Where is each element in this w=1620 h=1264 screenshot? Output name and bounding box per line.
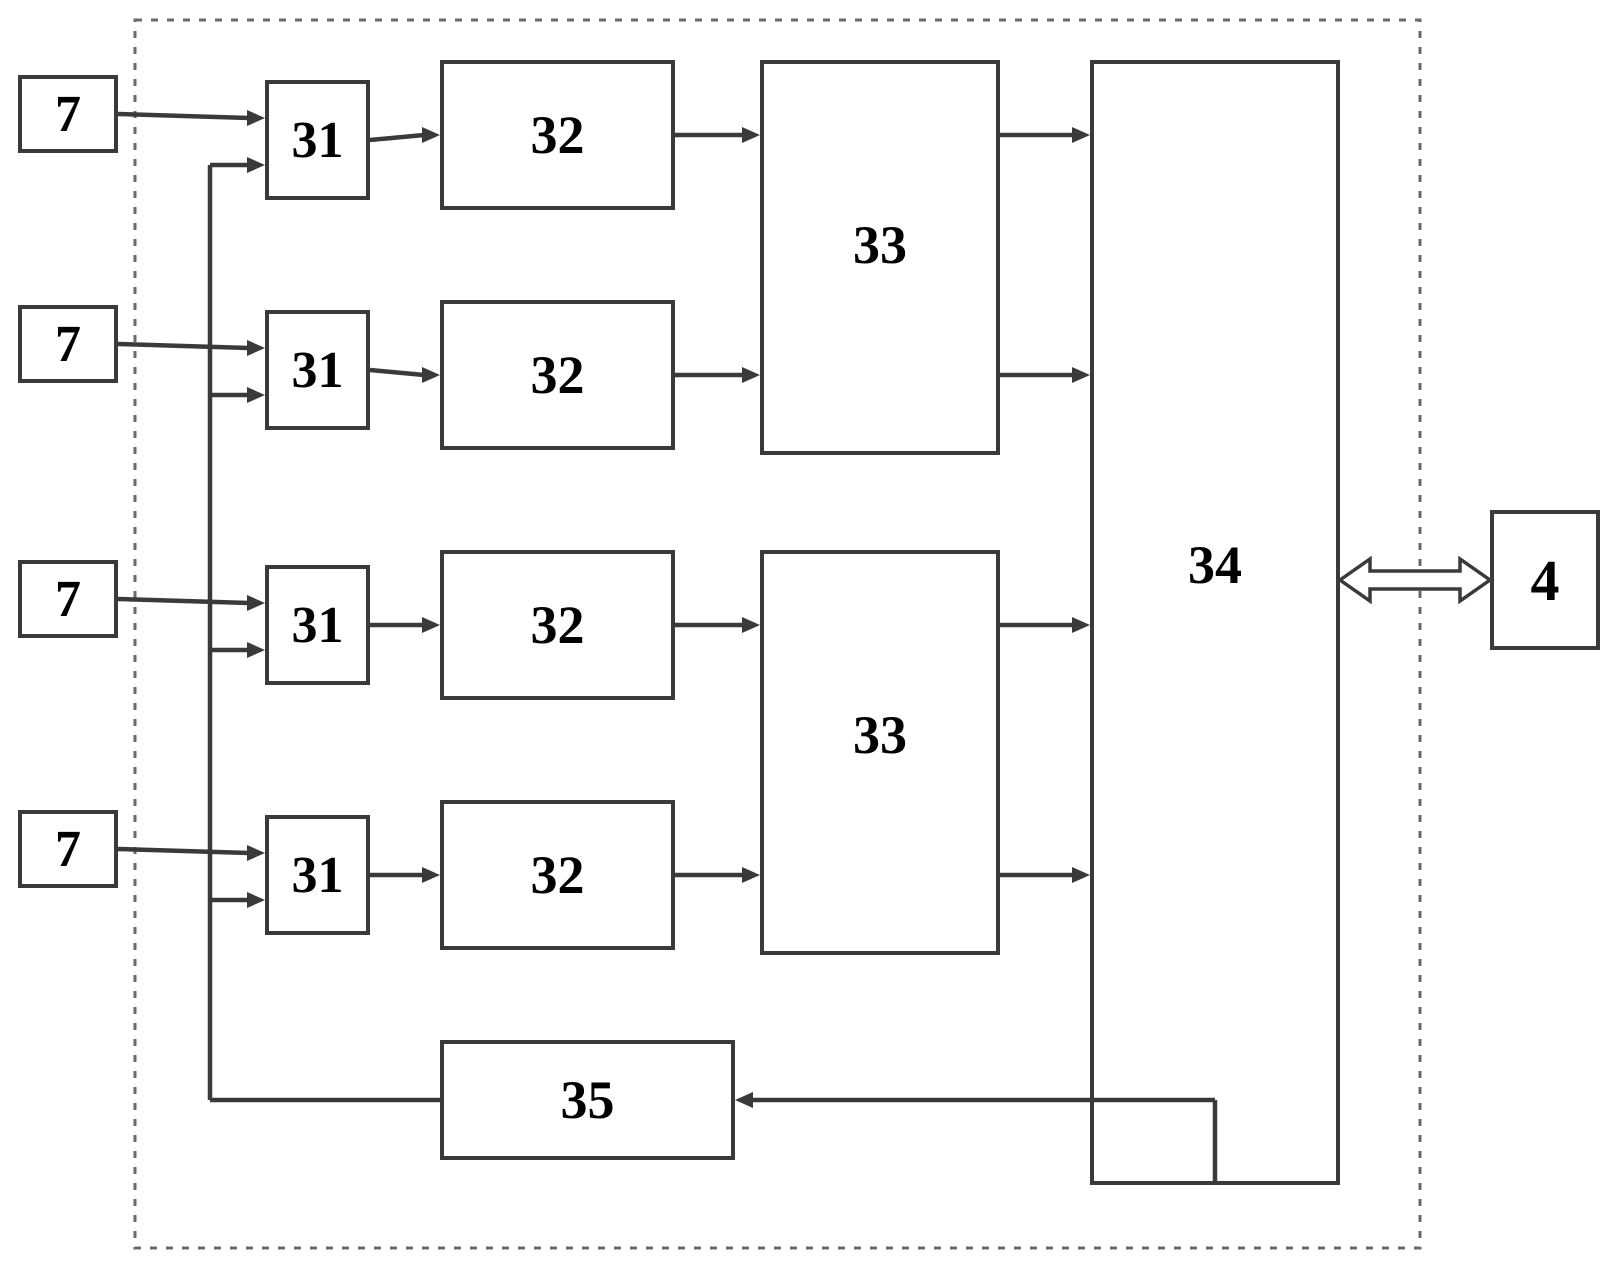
block-b3: 32 — [440, 550, 675, 700]
block-label: 7 — [55, 85, 81, 144]
block-label: 7 — [55, 315, 81, 374]
block-label: 31 — [292, 846, 344, 905]
block-label: 31 — [292, 111, 344, 170]
block-b1: 32 — [440, 60, 675, 210]
block-in1: 7 — [18, 75, 118, 153]
block-d: 34 — [1090, 60, 1340, 1185]
block-in2: 7 — [18, 305, 118, 383]
block-label: 7 — [55, 820, 81, 879]
block-a1: 31 — [265, 80, 370, 200]
block-label: 34 — [1188, 64, 1242, 596]
block-label: 35 — [561, 1069, 615, 1131]
block-label: 32 — [531, 104, 585, 166]
block-label: 31 — [292, 596, 344, 655]
block-e: 35 — [440, 1040, 735, 1160]
block-in4: 7 — [18, 810, 118, 888]
block-c1: 33 — [760, 60, 1000, 455]
block-in3: 7 — [18, 560, 118, 638]
block-label: 32 — [531, 594, 585, 656]
block-c2: 33 — [760, 550, 1000, 955]
block-a4: 31 — [265, 815, 370, 935]
block-b2: 32 — [440, 300, 675, 450]
block-label: 7 — [55, 570, 81, 629]
diagram-stage: 7 7 7 7 31 31 31 31 32 32 32 32 33 33 34 35 4 — [0, 0, 1620, 1264]
block-a3: 31 — [265, 565, 370, 685]
block-label: 4 — [1531, 547, 1560, 614]
block-a2: 31 — [265, 310, 370, 430]
block-label: 33 — [853, 554, 907, 766]
block-label: 33 — [853, 64, 907, 276]
block-label: 32 — [531, 344, 585, 406]
block-label: 31 — [292, 341, 344, 400]
block-out: 4 — [1490, 510, 1600, 650]
block-b4: 32 — [440, 800, 675, 950]
block-label: 32 — [531, 844, 585, 906]
